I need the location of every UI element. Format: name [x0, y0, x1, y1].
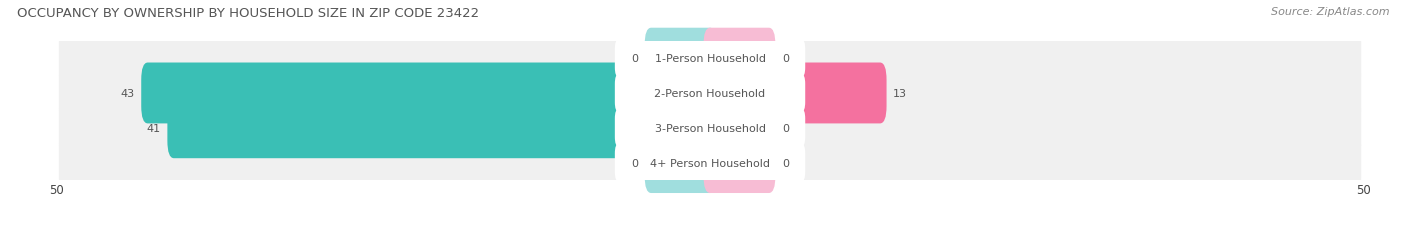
FancyBboxPatch shape: [614, 144, 806, 182]
FancyBboxPatch shape: [59, 68, 1361, 120]
FancyBboxPatch shape: [703, 133, 776, 193]
Text: 4+ Person Household: 4+ Person Household: [650, 158, 770, 168]
FancyBboxPatch shape: [59, 102, 1361, 154]
FancyBboxPatch shape: [167, 98, 717, 158]
Text: 13: 13: [893, 88, 907, 99]
Text: 43: 43: [121, 88, 135, 99]
Text: 41: 41: [146, 123, 160, 133]
FancyBboxPatch shape: [703, 29, 776, 89]
FancyBboxPatch shape: [703, 63, 887, 124]
Text: Source: ZipAtlas.com: Source: ZipAtlas.com: [1271, 7, 1389, 17]
FancyBboxPatch shape: [59, 33, 1361, 85]
FancyBboxPatch shape: [703, 98, 776, 158]
Text: 2-Person Household: 2-Person Household: [654, 88, 766, 99]
Text: 0: 0: [782, 123, 789, 133]
Text: OCCUPANCY BY OWNERSHIP BY HOUSEHOLD SIZE IN ZIP CODE 23422: OCCUPANCY BY OWNERSHIP BY HOUSEHOLD SIZE…: [17, 7, 479, 20]
FancyBboxPatch shape: [614, 109, 806, 147]
FancyBboxPatch shape: [644, 29, 717, 89]
FancyBboxPatch shape: [59, 137, 1361, 189]
Text: 0: 0: [631, 54, 638, 64]
FancyBboxPatch shape: [644, 133, 717, 193]
Text: 0: 0: [782, 158, 789, 168]
Text: 0: 0: [631, 158, 638, 168]
Text: 0: 0: [782, 54, 789, 64]
FancyBboxPatch shape: [141, 63, 717, 124]
Text: 3-Person Household: 3-Person Household: [655, 123, 765, 133]
Text: 1-Person Household: 1-Person Household: [655, 54, 765, 64]
FancyBboxPatch shape: [614, 40, 806, 78]
FancyBboxPatch shape: [614, 75, 806, 112]
